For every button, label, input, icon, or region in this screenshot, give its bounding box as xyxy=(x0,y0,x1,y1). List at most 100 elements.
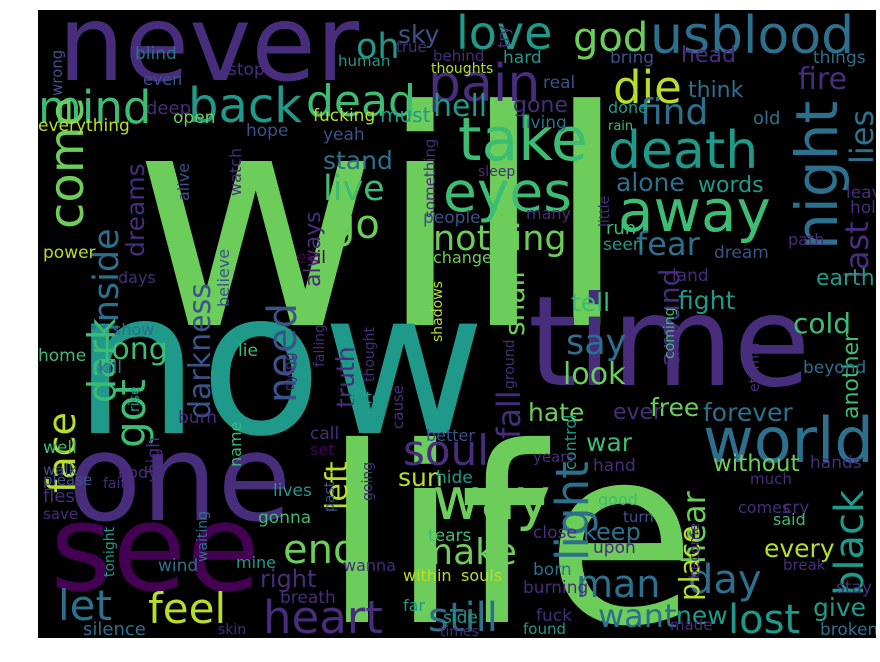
word-oh: oh xyxy=(356,27,400,67)
word-still: still xyxy=(428,595,498,638)
word-let: let xyxy=(58,581,112,630)
word-even: even xyxy=(143,70,183,89)
word-long: long xyxy=(103,332,168,367)
word-hard: hard xyxy=(503,48,542,68)
word-thoughts: thoughts xyxy=(431,61,494,77)
word-change: change xyxy=(433,248,492,267)
word-broken: broken xyxy=(820,620,876,639)
word-faith: faith xyxy=(103,476,135,492)
word-life: life xyxy=(323,395,697,638)
word-walk: walk xyxy=(43,461,78,479)
word-show: show xyxy=(113,320,155,339)
word-forever: forever xyxy=(703,398,793,427)
word-lies: lies xyxy=(843,109,876,164)
word-light: light xyxy=(546,461,599,561)
word-death: death xyxy=(608,121,759,181)
word-better: better xyxy=(426,426,475,445)
word-upon: upon xyxy=(593,538,636,558)
word-dreams: dreams xyxy=(121,163,150,257)
word-fire: fire xyxy=(798,62,848,97)
word-said: said xyxy=(773,510,806,529)
word-back: back xyxy=(188,78,303,134)
word-comes: comes xyxy=(738,498,791,517)
word-fate: fate xyxy=(350,388,382,407)
word-feel: feel xyxy=(148,584,227,633)
word-stand: stand xyxy=(323,146,393,175)
word-die: die xyxy=(613,61,682,114)
word-cold: cold xyxy=(793,307,852,340)
word-done: done xyxy=(608,98,648,117)
word-every: every xyxy=(764,534,835,563)
word-home: home xyxy=(38,346,87,366)
word-fuck: fuck xyxy=(536,606,572,626)
word-eternal: eternal xyxy=(747,342,763,392)
word-people: people xyxy=(423,208,481,228)
word-cause: cause xyxy=(389,385,407,429)
word-side: side xyxy=(443,608,478,628)
word-years: years xyxy=(533,448,575,466)
word-fall: fall xyxy=(490,390,528,439)
word-save: save xyxy=(43,505,79,523)
word-little: little xyxy=(597,195,613,227)
word-found: found xyxy=(523,620,566,638)
word-heart: heart xyxy=(263,591,383,638)
word-coming: coming xyxy=(662,307,678,359)
word-well: well xyxy=(43,438,77,458)
word-thought: thought xyxy=(362,326,378,382)
word-waiting: waiting xyxy=(195,510,211,562)
word-set: set xyxy=(310,440,335,459)
word-wanna: wanna xyxy=(343,556,396,575)
word-give: give xyxy=(813,593,866,622)
word-love: love xyxy=(456,10,553,60)
word-wrong: wrong xyxy=(48,49,66,96)
word-ground: ground xyxy=(502,339,518,389)
word-hide: hide xyxy=(436,468,473,488)
word-god: god xyxy=(573,15,649,61)
word-man: man xyxy=(576,562,661,606)
word-fear: fear xyxy=(636,225,700,263)
word-past: past xyxy=(322,481,338,512)
word-will: will xyxy=(133,47,629,396)
word-times: times xyxy=(440,624,479,638)
word-true: true xyxy=(396,38,427,56)
word-souls: souls xyxy=(461,566,503,585)
word-flesh: flesh xyxy=(43,486,87,507)
word-new: new xyxy=(676,601,728,630)
word-hell: hell xyxy=(433,89,488,124)
word-find: find xyxy=(640,92,709,133)
word-way: way xyxy=(433,465,551,533)
word-within: within xyxy=(403,566,452,585)
word-mine: mine xyxy=(236,553,277,572)
word-skin: skin xyxy=(218,622,247,638)
word-say: say xyxy=(566,323,627,363)
word-fucking: fucking xyxy=(313,106,376,126)
word-run: run xyxy=(606,218,637,239)
word-please: please xyxy=(43,471,93,489)
word-hold: hold xyxy=(850,198,876,218)
word-real: real xyxy=(543,73,576,93)
word-days: days xyxy=(118,268,156,287)
word-see: see xyxy=(50,480,261,619)
word-gonna: gonna xyxy=(258,508,312,528)
word-breath: breath xyxy=(280,588,336,608)
word-hand: hand xyxy=(593,456,636,476)
word-bring: bring xyxy=(610,48,655,68)
word-ever: ever xyxy=(613,400,663,425)
word-tell: tell xyxy=(571,288,611,317)
word-dying: dying xyxy=(282,352,298,391)
word-close: close xyxy=(533,523,577,543)
word-world: world xyxy=(703,404,874,477)
word-beyond: beyond xyxy=(803,358,867,378)
word-many: many xyxy=(526,204,571,223)
word-burn: burn xyxy=(178,408,218,428)
word-evil: evil xyxy=(296,248,326,268)
word-tonight: tonight xyxy=(102,526,118,577)
word-day: day xyxy=(688,557,762,603)
word-sky: sky xyxy=(398,20,440,49)
word-land: land xyxy=(672,266,709,286)
word-made: made xyxy=(670,616,713,634)
word-seen: seen xyxy=(603,235,644,255)
word-head: head xyxy=(681,43,736,68)
word-now: now xyxy=(73,248,486,481)
word-behind: behind xyxy=(433,47,485,65)
